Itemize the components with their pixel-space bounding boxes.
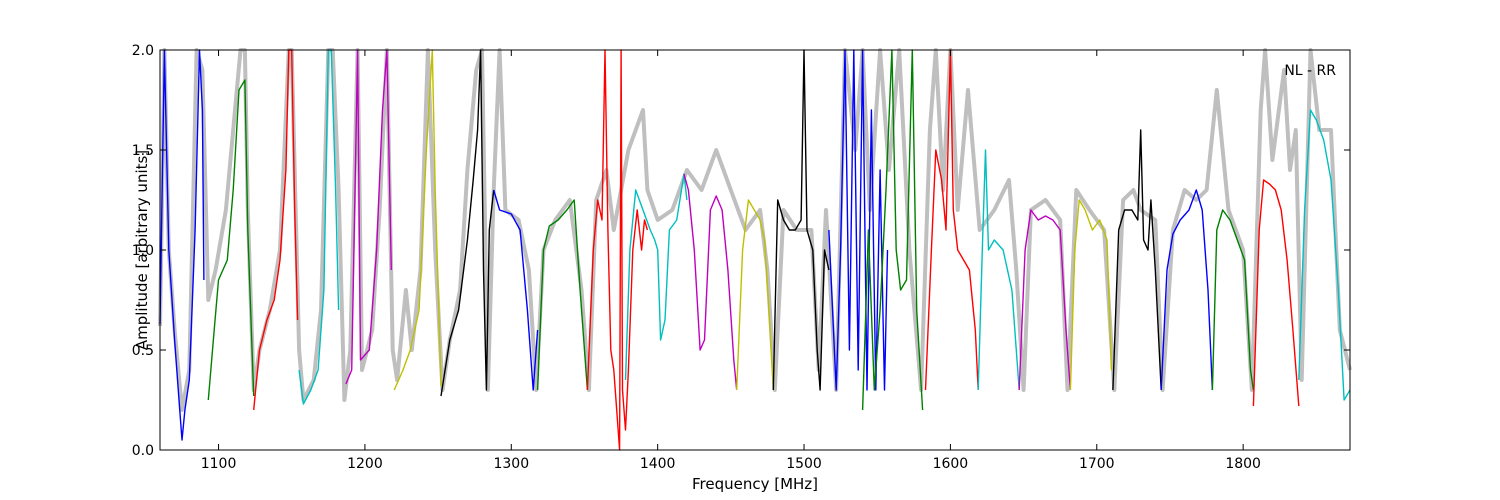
chart-annotation: NL - RR [1284, 63, 1336, 79]
series-line-15 [828, 49, 889, 391]
y-tick-label: 0.0 [132, 443, 154, 459]
x-tick-label: 1100 [201, 456, 237, 472]
series-line-4 [298, 49, 340, 405]
series-line-20 [1069, 199, 1113, 391]
series-line-9 [536, 199, 589, 391]
series-line-25 [1298, 109, 1351, 401]
series-line-13 [736, 199, 774, 391]
tick-layer: 1100 1200 1300 1400 1500 1600 1700 1800 0.0 0.5 1.… [132, 43, 1350, 472]
series-line-2 [207, 79, 255, 401]
series-line-16 [861, 49, 924, 411]
x-tick-label: 1400 [640, 456, 676, 472]
series-line-19 [1018, 209, 1072, 391]
series-line-23 [1211, 209, 1255, 391]
x-tick-label: 1700 [1079, 456, 1115, 472]
x-tick-label: 1600 [933, 456, 969, 472]
y-tick-label: 2.0 [132, 43, 154, 59]
series-line-21 [1112, 129, 1162, 391]
series-line-7 [440, 49, 495, 397]
series-line-6 [393, 49, 442, 391]
x-tick-label: 1800 [1225, 456, 1261, 472]
y-tick-label: 1.0 [132, 243, 154, 259]
x-tick-label: 1300 [493, 456, 529, 472]
y-tick-label: 0.5 [132, 343, 154, 359]
series-line-11 [624, 173, 688, 381]
y-axis-label: Amplitude [arbitrary units] [133, 150, 151, 350]
series-line-5 [345, 49, 392, 385]
series-line-24 [1252, 179, 1300, 407]
plot-frame [159, 49, 1351, 451]
series-line-8 [493, 189, 539, 391]
series-line-17 [924, 49, 979, 391]
series-line-3 [253, 49, 299, 411]
series-line-1 [159, 49, 205, 441]
x-tick-label: 1500 [786, 456, 822, 472]
series-line-18 [977, 149, 1020, 391]
series-line-12 [683, 173, 738, 391]
series-line-22 [1160, 189, 1214, 391]
x-tick-label: 1200 [347, 456, 383, 472]
y-tick-label: 1.5 [132, 143, 154, 159]
x-axis-label: Frequency [MHz] [692, 475, 818, 493]
